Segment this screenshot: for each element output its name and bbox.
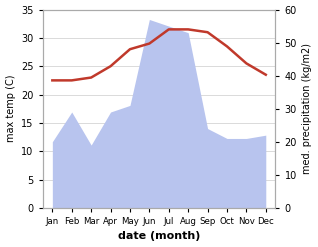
Y-axis label: max temp (C): max temp (C) (5, 75, 16, 143)
X-axis label: date (month): date (month) (118, 231, 200, 242)
Y-axis label: med. precipitation (kg/m2): med. precipitation (kg/m2) (302, 43, 313, 174)
